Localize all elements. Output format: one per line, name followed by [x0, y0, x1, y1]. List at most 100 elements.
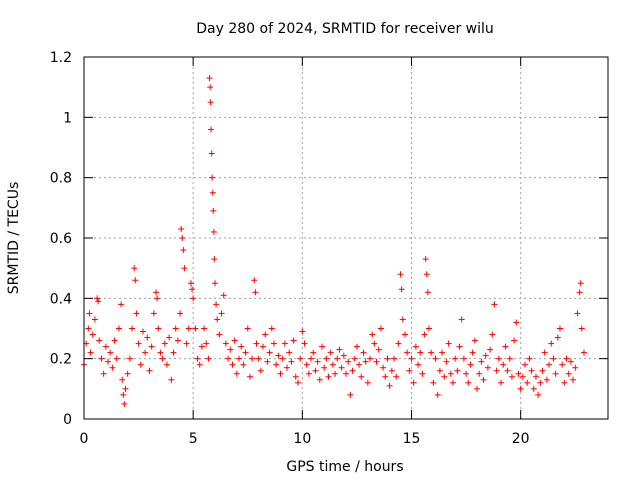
data-point — [187, 280, 194, 287]
x-axis-label: GPS time / hours — [286, 459, 403, 475]
data-point — [121, 400, 128, 407]
data-point — [135, 340, 142, 347]
data-point — [111, 337, 118, 344]
data-point — [316, 376, 323, 383]
data-point — [487, 346, 494, 353]
data-point — [436, 367, 443, 374]
data-point — [528, 367, 535, 374]
data-point — [373, 358, 380, 365]
data-point — [356, 361, 363, 368]
data-point — [347, 391, 354, 398]
data-point — [397, 271, 404, 278]
data-point — [144, 334, 151, 341]
data-point — [305, 370, 312, 377]
data-point — [332, 370, 339, 377]
data-point — [277, 370, 284, 377]
data-point — [563, 355, 570, 362]
data-point — [574, 310, 581, 317]
data-point — [207, 84, 214, 91]
data-point — [412, 343, 419, 350]
data-point — [454, 367, 461, 374]
x-tick-label: 20 — [512, 431, 530, 447]
data-point — [207, 99, 214, 106]
data-point — [161, 340, 168, 347]
data-point — [275, 352, 282, 359]
data-point — [211, 256, 218, 263]
y-tick-label: 0.2 — [50, 352, 72, 368]
data-point — [445, 340, 452, 347]
data-point — [511, 337, 518, 344]
data-point — [157, 349, 164, 356]
data-point — [312, 367, 319, 374]
y-tick-label: 1 — [63, 110, 72, 126]
data-point — [180, 247, 187, 254]
data-point — [506, 355, 513, 362]
data-point — [532, 373, 539, 380]
y-tick-label: 1.2 — [50, 50, 72, 66]
data-point — [469, 349, 476, 356]
data-point — [172, 325, 179, 332]
data-point — [517, 385, 524, 392]
data-point — [554, 334, 561, 341]
data-point — [178, 225, 185, 232]
data-point — [340, 352, 347, 359]
data-point — [91, 316, 98, 323]
data-point — [580, 349, 587, 356]
data-point — [284, 364, 291, 371]
data-point — [270, 340, 277, 347]
data-point — [139, 328, 146, 335]
chart-title: Day 280 of 2024, SRMTID for receiver wil… — [196, 21, 494, 37]
data-point — [238, 343, 245, 350]
data-point — [391, 355, 398, 362]
data-point — [424, 289, 431, 296]
data-point — [432, 355, 439, 362]
data-point — [500, 361, 507, 368]
data-point — [425, 325, 432, 332]
data-point — [303, 361, 310, 368]
data-point — [364, 379, 371, 386]
data-point — [375, 346, 382, 353]
data-point — [463, 370, 470, 377]
data-point — [190, 295, 197, 302]
data-point — [491, 301, 498, 308]
data-point — [576, 289, 583, 296]
data-point — [96, 337, 103, 344]
data-point — [401, 331, 408, 338]
x-tick-label: 15 — [403, 431, 421, 447]
data-point — [253, 340, 260, 347]
data-point — [286, 349, 293, 356]
data-point — [216, 331, 223, 338]
data-point — [252, 289, 259, 296]
data-point — [327, 349, 334, 356]
data-point — [395, 340, 402, 347]
data-point — [124, 370, 131, 377]
data-point — [443, 358, 450, 365]
data-point — [570, 376, 577, 383]
data-point — [292, 373, 299, 380]
y-tick-label: 0 — [63, 412, 72, 428]
grid-lines — [84, 57, 608, 419]
data-point — [153, 289, 160, 296]
data-point — [142, 349, 149, 356]
data-point — [166, 334, 173, 341]
data-point — [526, 355, 533, 362]
data-point — [458, 316, 465, 323]
data-point — [179, 235, 186, 241]
data-point — [308, 355, 315, 362]
data-point — [107, 349, 114, 356]
data-point — [323, 355, 330, 362]
data-point — [95, 298, 102, 305]
data-point — [86, 310, 93, 317]
data-point — [565, 370, 572, 377]
data-point — [353, 343, 360, 350]
data-point — [537, 379, 544, 386]
data-point — [478, 358, 485, 365]
x-tick-label: 10 — [293, 431, 311, 447]
data-point — [192, 325, 199, 332]
data-point — [137, 361, 144, 368]
data-point — [94, 295, 101, 302]
data-point — [329, 361, 336, 368]
data-point — [222, 340, 229, 347]
data-point — [194, 355, 201, 362]
data-point — [384, 355, 391, 362]
